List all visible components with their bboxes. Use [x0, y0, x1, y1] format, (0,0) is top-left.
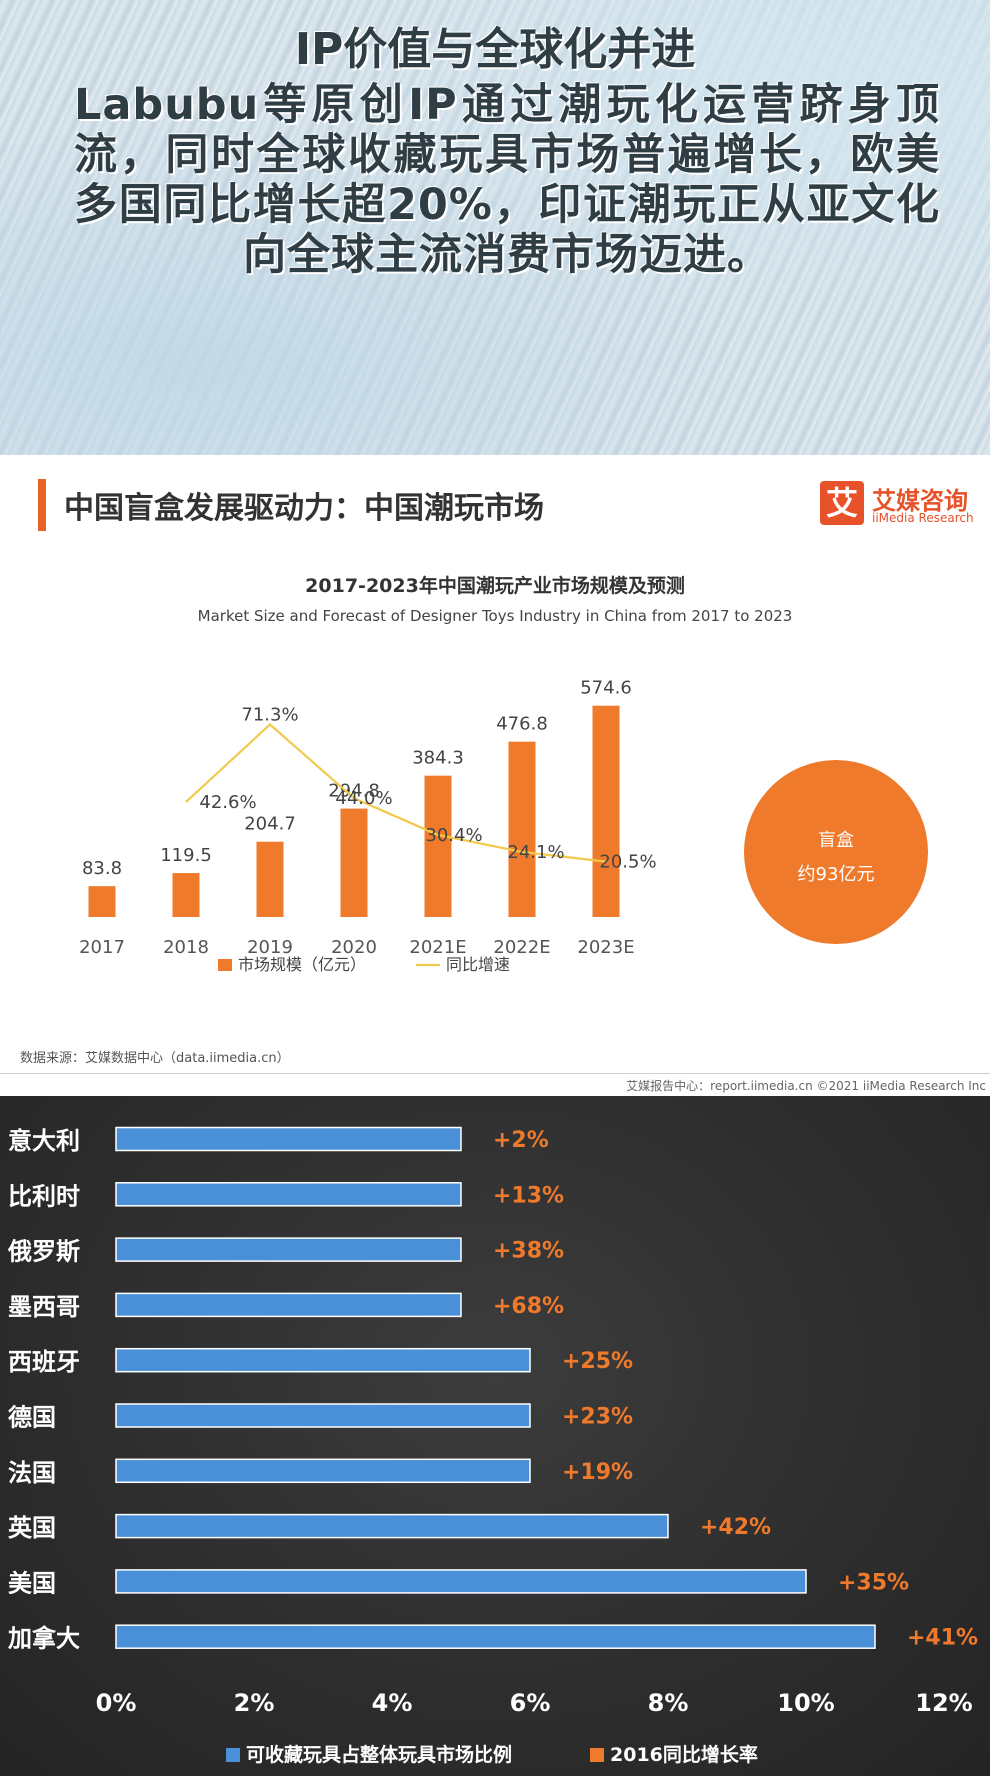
x-tick-4%: 4%	[372, 1689, 413, 1717]
bar-label-2018: 119.5	[160, 845, 212, 866]
share-bar-2	[115, 1182, 462, 1207]
bar-label-2023E: 574.6	[580, 678, 632, 699]
share-bar-6	[115, 1403, 531, 1428]
blind-box-label: 盲盒	[818, 830, 854, 851]
country-label-10: 加拿大	[8, 1625, 80, 1653]
chart1-subtitle: Market Size and Forecast of Designer Toy…	[197, 607, 793, 625]
growth-line	[185, 723, 607, 863]
bar-2019	[256, 841, 284, 917]
growth-value-1: +2%	[493, 1128, 549, 1153]
x-tick-2%: 2%	[234, 1689, 275, 1717]
bar-label-2021E: 384.3	[412, 748, 464, 769]
share-bar-8	[115, 1513, 669, 1539]
country-label-4: 墨西哥	[8, 1293, 80, 1321]
x-tick-10%: 10%	[777, 1689, 834, 1717]
x-tick-2020: 2020	[331, 937, 377, 958]
market-size-chart: 83.82017119.52018204.72019294.82020384.3…	[79, 678, 657, 974]
bar-label-2022E: 476.8	[496, 714, 548, 735]
source-note: 数据来源：艾媒数据中心（data.iimedia.cn）	[20, 1051, 290, 1066]
growth-label-2018: 42.6%	[199, 792, 256, 813]
country-label-3: 俄罗斯	[7, 1238, 80, 1266]
iimedia-logo-icon: 艾	[820, 481, 864, 525]
bar-2017	[88, 886, 116, 917]
legend-label-growth: 2016同比增长率	[610, 1743, 758, 1766]
x-tick-2022E: 2022E	[493, 937, 550, 958]
country-label-9: 美国	[8, 1569, 56, 1597]
header-body-text: Labubu等原创IP通过潮玩化运营跻身顶流，同时全球收藏玩具市场普遍增长，欧美…	[74, 80, 940, 280]
share-bar-9	[115, 1569, 807, 1594]
legend-swatch-growth	[590, 1748, 604, 1762]
share-bar-10	[115, 1624, 876, 1649]
blind-box-value: 约93亿元	[797, 864, 875, 885]
bar-2020	[340, 808, 368, 917]
share-bar-1	[115, 1126, 462, 1152]
growth-label-2020: 44.0%	[335, 788, 392, 809]
bar-2018	[172, 873, 200, 917]
logo-text-cn: 艾媒咨询	[872, 487, 968, 515]
chart1-title: 2017-2023年中国潮玩产业市场规模及预测	[305, 575, 685, 597]
share-bar-5	[115, 1347, 531, 1373]
report-panel: 中国盲盒发展驱动力：中国潮玩市场 艾 艾媒咨询 iiMedia Research…	[0, 455, 990, 1096]
country-label-8: 英国	[8, 1514, 56, 1542]
growth-value-4: +68%	[493, 1294, 564, 1319]
x-tick-0%: 0%	[96, 1689, 137, 1717]
growth-value-3: +38%	[493, 1239, 564, 1264]
report-title: 中国盲盒发展驱动力：中国潮玩市场	[64, 491, 544, 526]
share-bar-3	[115, 1237, 462, 1262]
country-label-6: 德国	[8, 1404, 56, 1432]
bar-label-2017: 83.8	[82, 858, 122, 879]
country-label-5: 西班牙	[8, 1348, 80, 1376]
bar-2022E	[508, 741, 536, 917]
growth-label-2019: 71.3%	[241, 704, 298, 725]
growth-label-2021E: 30.4%	[425, 825, 482, 846]
title-accent-bar	[38, 479, 46, 531]
growth-value-9: +35%	[838, 1570, 909, 1595]
logo-text-en: iiMedia Research	[872, 511, 974, 525]
share-bar-4	[115, 1292, 462, 1318]
share-bar-7	[115, 1458, 531, 1484]
growth-value-8: +42%	[700, 1515, 771, 1540]
bar-2021E	[424, 775, 452, 917]
header-title: IP价值与全球化并进	[294, 24, 696, 75]
growth-value-5: +25%	[562, 1349, 633, 1374]
country-label-7: 法国	[8, 1459, 56, 1487]
country-label-1: 意大利	[8, 1127, 80, 1155]
growth-value-6: +23%	[562, 1405, 633, 1430]
collectible-toys-panel: 意大利 +2% 比利时 +13% 俄罗斯 +38% 墨西哥 +68% 西班牙 +25% 德国 +23%…	[0, 1096, 990, 1776]
divider	[0, 1073, 990, 1074]
collectible-toys-chart: 意大利 +2% 比利时 +13% 俄罗斯 +38% 墨西哥 +68% 西班牙 +25% 德国 +23%…	[7, 1126, 978, 1766]
x-tick-2018: 2018	[163, 937, 209, 958]
footer-note: 艾媒报告中心：report.iimedia.cn ©2021 iiMedia R…	[626, 1079, 986, 1093]
x-tick-6%: 6%	[510, 1689, 551, 1717]
legend-label-share: 可收藏玩具占整体玩具市场比例	[246, 1743, 512, 1766]
bar-label-2019: 204.7	[244, 814, 296, 835]
growth-value-10: +41%	[907, 1626, 978, 1651]
x-tick-2023E: 2023E	[577, 937, 634, 958]
legend-swatch-market	[218, 959, 232, 971]
x-tick-12%: 12%	[915, 1689, 972, 1717]
growth-label-2023E: 20.5%	[599, 852, 656, 873]
header-banner: IP价值与全球化并进 Labubu等原创IP通过潮玩化运营跻身顶流，同时全球收藏…	[0, 0, 990, 455]
blind-box-circle: 盲盒 约93亿元	[744, 760, 928, 944]
growth-value-2: +13%	[493, 1183, 564, 1208]
x-tick-2017: 2017	[79, 937, 125, 958]
x-tick-2021E: 2021E	[409, 937, 466, 958]
legend-label-growth: 同比增速	[446, 955, 510, 974]
bar-2023E	[592, 705, 620, 917]
legend-swatch-share	[226, 1748, 240, 1762]
x-tick-8%: 8%	[648, 1689, 689, 1717]
x-tick-2019: 2019	[247, 937, 293, 958]
growth-label-2022E: 24.1%	[507, 842, 564, 863]
growth-value-7: +19%	[562, 1460, 633, 1485]
country-label-2: 比利时	[8, 1182, 80, 1210]
legend-label-market: 市场规模（亿元）	[238, 955, 366, 974]
